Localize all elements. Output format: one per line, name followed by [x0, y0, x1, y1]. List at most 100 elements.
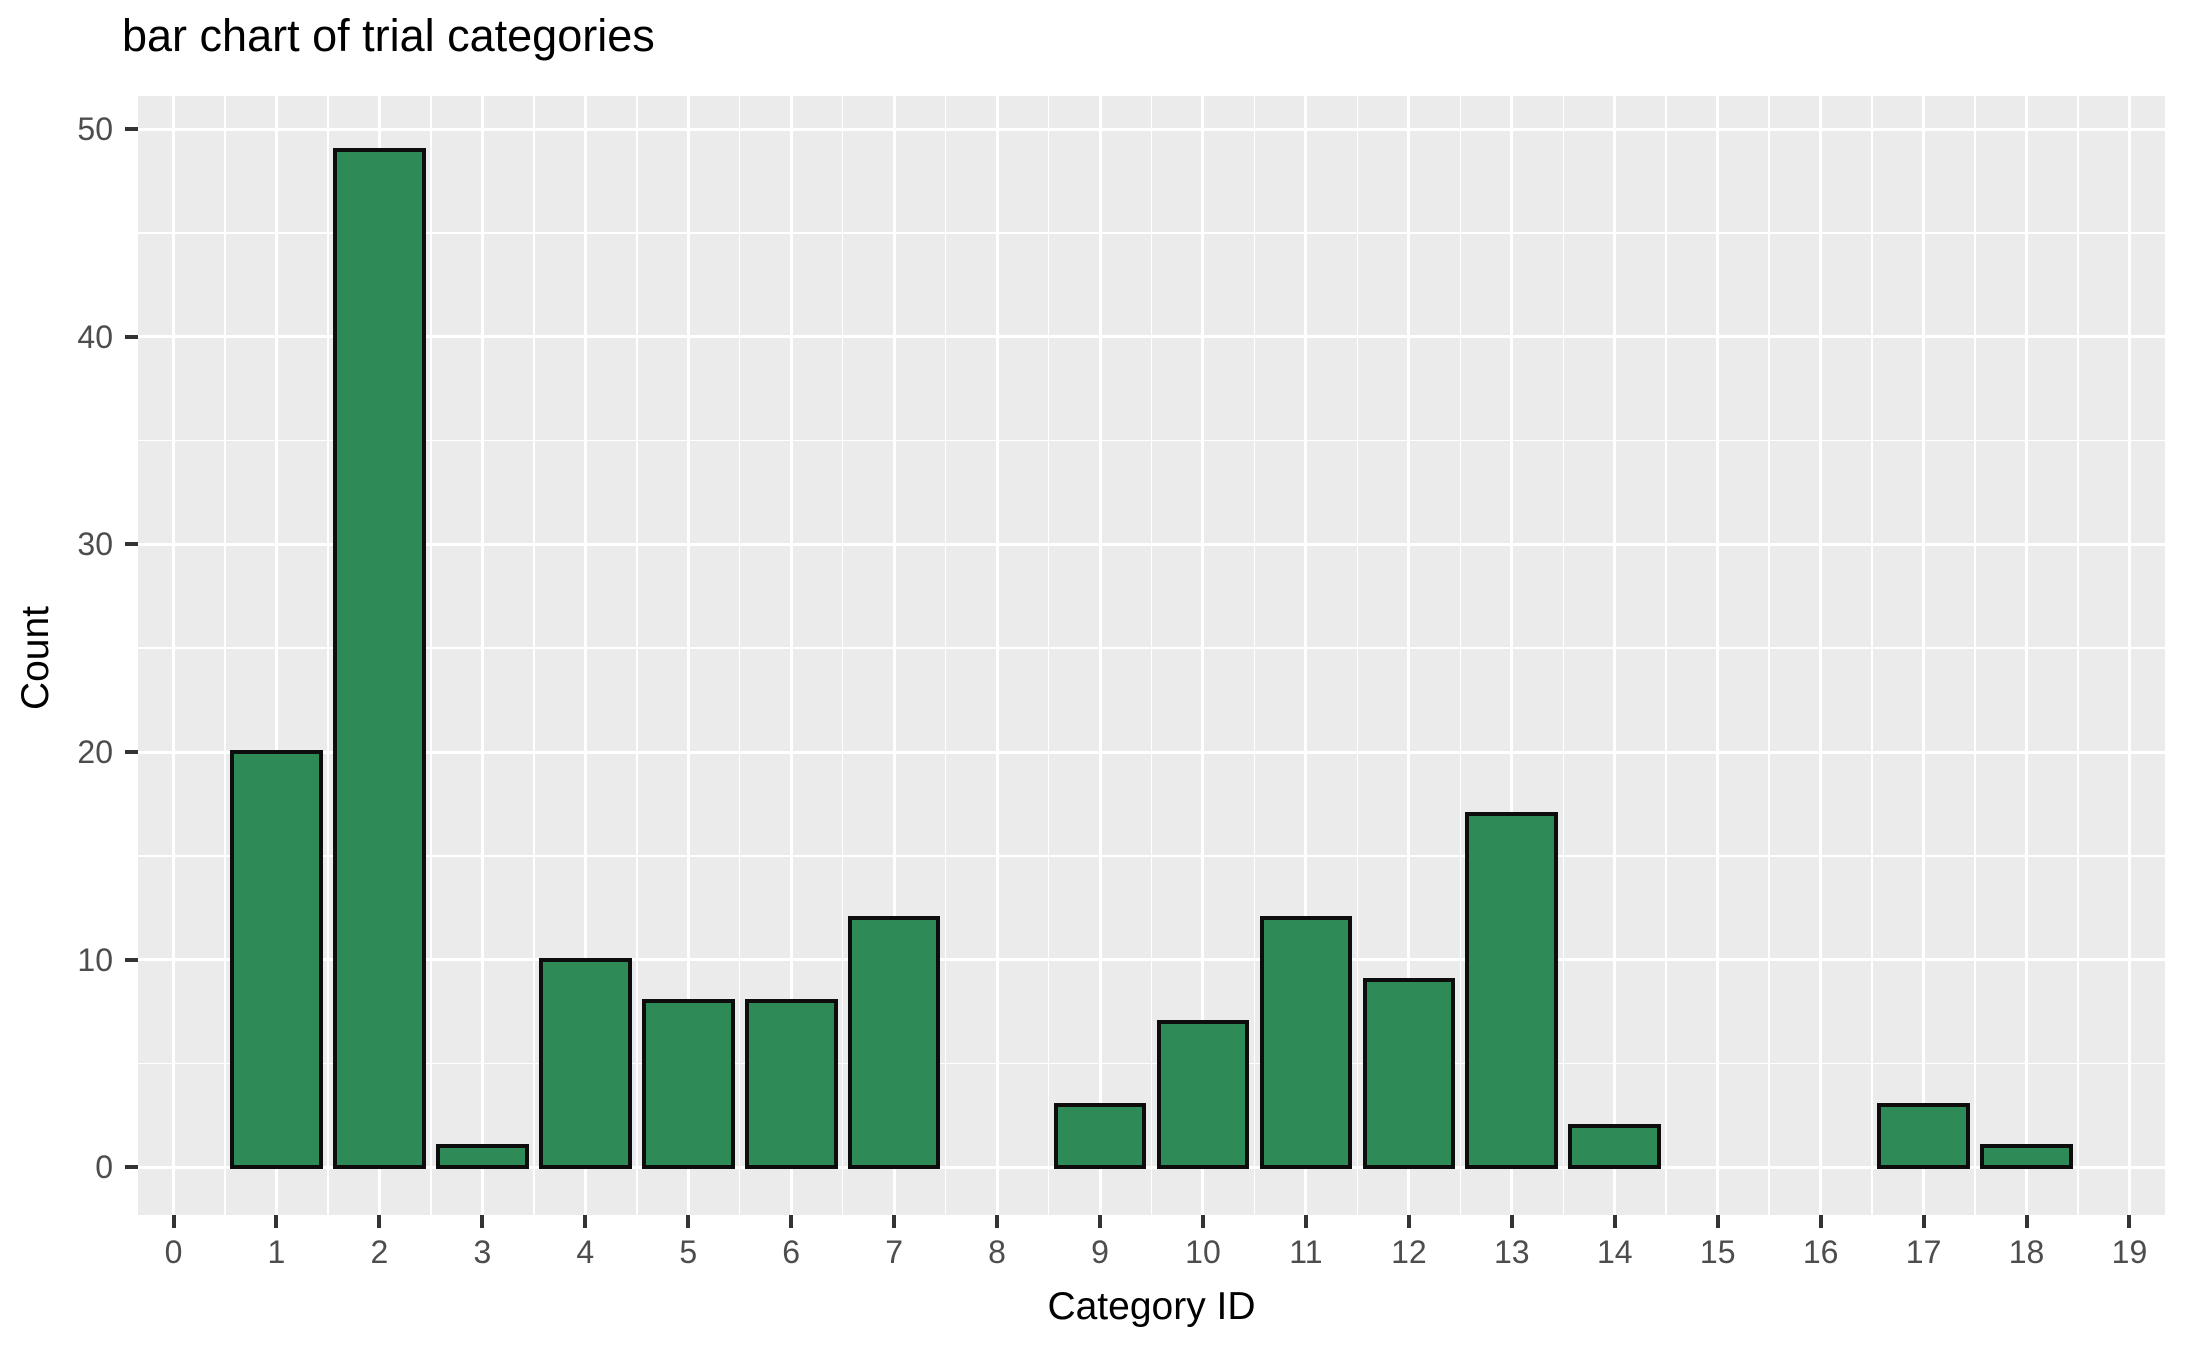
x-major-gridline — [1819, 96, 1823, 1215]
bar-category-18 — [1980, 1144, 2073, 1170]
bar-category-10 — [1156, 1019, 1250, 1170]
x-major-gridline — [583, 96, 587, 1215]
x-tick-mark — [377, 1215, 382, 1228]
x-tick-mark — [995, 1215, 1000, 1228]
x-major-gridline — [995, 96, 999, 1215]
x-tick-label: 12 — [1391, 1234, 1427, 1270]
x-minor-gridline — [430, 96, 432, 1215]
x-tick-mark — [1612, 1215, 1617, 1228]
x-major-gridline — [2025, 96, 2029, 1215]
x-minor-gridline — [738, 96, 741, 1215]
x-tick-label: 3 — [473, 1234, 492, 1270]
x-minor-gridline — [327, 96, 329, 1215]
bar-category-14 — [1568, 1123, 1662, 1170]
y-tick-label: 30 — [77, 526, 113, 563]
y-tick-mark — [125, 1165, 138, 1170]
x-tick-mark — [1200, 1215, 1205, 1228]
bar-category-9 — [1053, 1102, 1147, 1170]
bar-category-6 — [744, 999, 838, 1170]
bar-category-7 — [847, 916, 941, 1170]
x-major-gridline — [789, 96, 793, 1215]
bar-category-4 — [538, 957, 632, 1170]
x-tick-mark — [2024, 1215, 2029, 1228]
x-tick-mark — [274, 1215, 279, 1228]
y-major-gridline — [138, 335, 2165, 339]
x-tick-label: 2 — [370, 1234, 389, 1270]
x-tick-mark — [1406, 1215, 1411, 1228]
y-major-gridline — [138, 750, 2165, 754]
y-axis-title: Count — [14, 605, 57, 711]
y-tick-mark — [125, 127, 138, 132]
x-major-gridline — [172, 96, 176, 1215]
bar-category-5 — [641, 999, 735, 1170]
x-tick-mark — [686, 1215, 691, 1228]
y-tick-mark — [125, 542, 138, 547]
x-major-gridline — [1098, 96, 1102, 1215]
x-tick-label: 19 — [2111, 1234, 2148, 1270]
x-major-gridline — [1716, 96, 1720, 1215]
bar-category-17 — [1877, 1102, 1970, 1170]
x-tick-mark — [480, 1215, 485, 1228]
x-tick-label: 5 — [679, 1234, 698, 1270]
x-major-gridline — [1201, 96, 1205, 1215]
x-major-gridline — [2127, 96, 2131, 1215]
x-tick-mark — [1818, 1215, 1823, 1228]
x-minor-gridline — [1562, 96, 1565, 1215]
x-tick-label: 18 — [2008, 1234, 2045, 1270]
x-tick-label: 8 — [988, 1234, 1006, 1270]
x-minor-gridline — [533, 96, 535, 1215]
x-minor-gridline — [224, 96, 226, 1215]
bar-category-13 — [1465, 812, 1559, 1170]
x-minor-gridline — [944, 96, 947, 1215]
x-minor-gridline — [1253, 96, 1256, 1215]
x-tick-mark — [1509, 1215, 1514, 1228]
x-tick-mark — [1921, 1215, 1926, 1228]
bar-category-2 — [333, 148, 426, 1170]
x-tick-label: 9 — [1091, 1234, 1109, 1270]
x-tick-label: 7 — [885, 1234, 904, 1270]
x-tick-mark — [171, 1215, 176, 1228]
x-minor-gridline — [1150, 96, 1153, 1215]
x-tick-label: 6 — [782, 1234, 801, 1270]
x-tick-mark — [583, 1215, 588, 1228]
x-tick-mark — [2127, 1215, 2132, 1228]
x-tick-label: 15 — [1699, 1234, 1736, 1270]
x-major-gridline — [1922, 96, 1926, 1215]
y-tick-mark — [125, 750, 138, 754]
x-major-gridline — [480, 96, 484, 1215]
x-axis-title: Category ID — [1047, 1285, 1256, 1328]
x-tick-label: 10 — [1185, 1234, 1221, 1270]
x-major-gridline — [686, 96, 690, 1215]
x-tick-label: 0 — [164, 1234, 183, 1270]
x-tick-mark — [789, 1215, 794, 1228]
bar-category-3 — [436, 1144, 529, 1170]
x-tick-label: 14 — [1596, 1234, 1633, 1270]
bar-category-1 — [230, 750, 323, 1170]
x-minor-gridline — [841, 96, 844, 1215]
bar-category-12 — [1362, 978, 1456, 1170]
plot-panel — [138, 96, 2165, 1215]
x-tick-label: 13 — [1494, 1234, 1530, 1270]
x-minor-gridline — [2077, 96, 2079, 1215]
x-major-gridline — [274, 96, 278, 1215]
x-major-gridline — [1510, 96, 1514, 1215]
x-minor-gridline — [1356, 96, 1359, 1215]
x-tick-mark — [1303, 1215, 1308, 1228]
x-major-gridline — [1304, 96, 1308, 1215]
x-tick-label: 16 — [1802, 1234, 1839, 1270]
x-tick-label: 11 — [1289, 1234, 1323, 1270]
y-tick-label: 10 — [77, 941, 113, 978]
x-tick-label: 1 — [267, 1234, 286, 1270]
x-tick-mark — [892, 1215, 897, 1228]
y-tick-mark — [125, 957, 138, 962]
x-minor-gridline — [1871, 96, 1873, 1215]
x-major-gridline — [1407, 96, 1411, 1215]
x-tick-label: 4 — [576, 1234, 595, 1270]
x-minor-gridline — [1974, 96, 1976, 1215]
chart-title: bar chart of trial categories — [122, 10, 655, 61]
bar-category-11 — [1259, 916, 1353, 1170]
y-tick-mark — [125, 334, 138, 339]
y-tick-label: 50 — [77, 111, 113, 148]
x-tick-label: 17 — [1905, 1234, 1942, 1270]
